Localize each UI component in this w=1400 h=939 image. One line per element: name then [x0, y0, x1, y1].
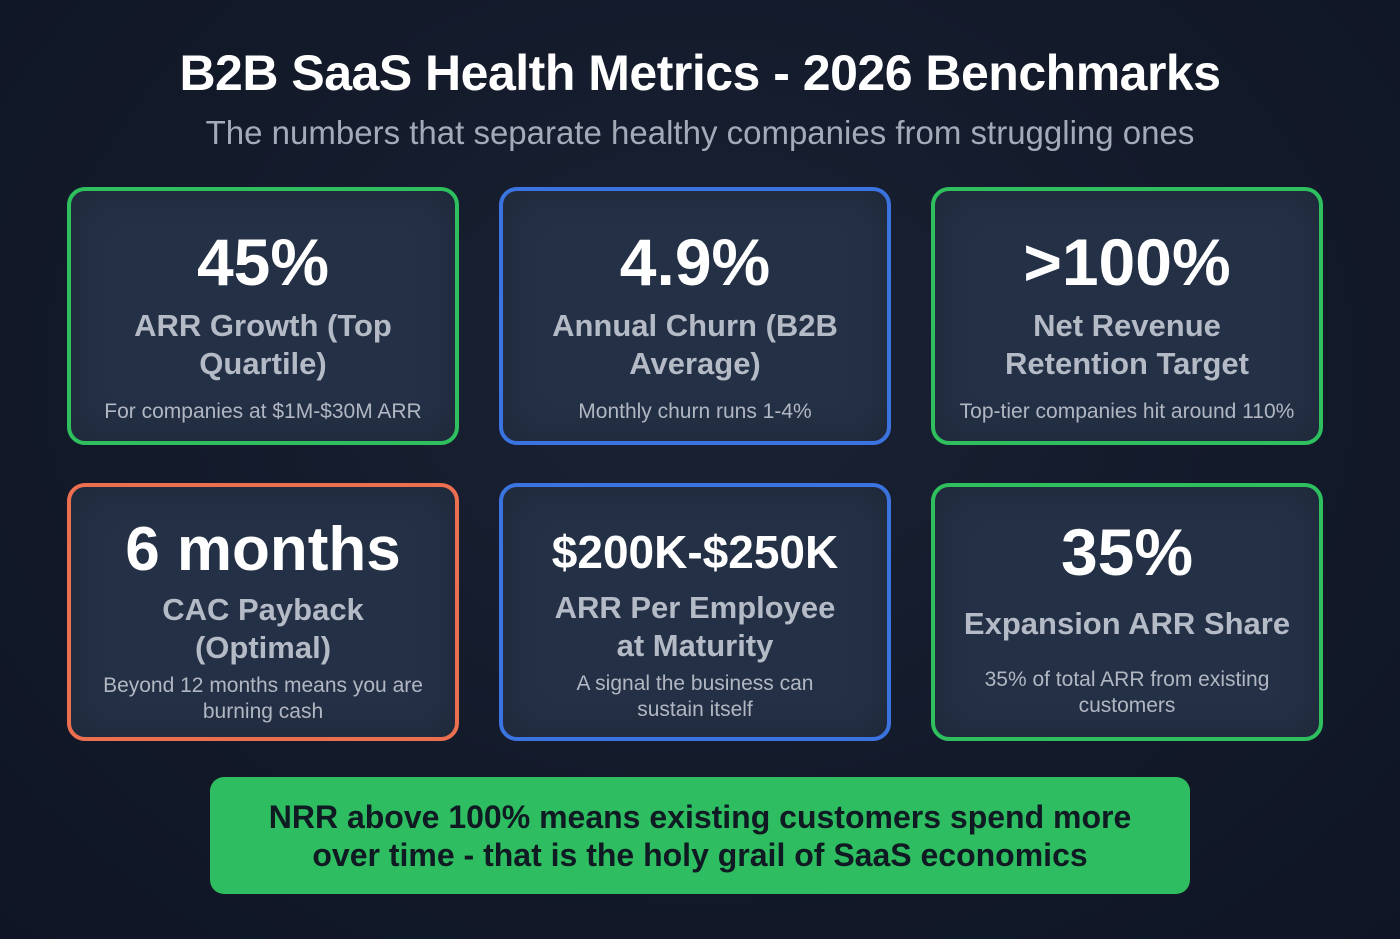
metric-note: A signal the business can sustain itself [576, 672, 814, 721]
callout-banner: NRR above 100% means existing customers … [210, 777, 1190, 894]
metric-label: Expansion ARR Share [963, 606, 1291, 641]
metric-note: Beyond 12 months means you are burning c… [103, 674, 423, 723]
metric-card-annual-churn: 4.9% Annual Churn (B2B Average) Monthly … [499, 187, 891, 445]
metric-card-arr-per-employee: $200K-$250K ARR Per Employee at Maturity… [499, 483, 891, 741]
metric-note: 35% of total ARR from existing customers [984, 668, 1270, 717]
page-title: B2B SaaS Health Metrics - 2026 Benchmark… [179, 45, 1221, 101]
metric-label: Annual Churn (B2B Average) [552, 308, 838, 381]
metric-note: Monthly churn runs 1-4% [578, 400, 812, 423]
page-subtitle: The numbers that separate healthy compan… [205, 114, 1195, 151]
metric-value: $200K-$250K [551, 526, 839, 578]
metric-value: 6 months [125, 515, 401, 584]
metric-note: For companies at $1M-$30M ARR [104, 400, 422, 423]
metric-label: ARR Per Employee at Maturity [554, 590, 836, 663]
metric-value: 35% [1060, 515, 1194, 589]
metric-value: >100% [1023, 225, 1231, 299]
callout-text: NRR above 100% means existing customers … [268, 798, 1132, 873]
metric-label: Net Revenue Retention Target [1005, 308, 1249, 381]
metric-card-net-revenue-retention: >100% Net Revenue Retention Target Top-t… [931, 187, 1323, 445]
metric-note: Top-tier companies hit around 110% [959, 400, 1295, 423]
metric-card-arr-growth: 45% ARR Growth (Top Quartile) For compan… [67, 187, 459, 445]
metric-card-cac-payback: 6 months CAC Payback (Optimal) Beyond 12… [67, 483, 459, 741]
metric-value: 45% [196, 225, 330, 299]
metric-card-expansion-arr: 35% Expansion ARR Share 35% of total ARR… [931, 483, 1323, 741]
metric-value: 4.9% [619, 225, 771, 299]
metric-label: CAC Payback (Optimal) [162, 592, 364, 665]
metric-label: ARR Growth (Top Quartile) [134, 308, 392, 381]
